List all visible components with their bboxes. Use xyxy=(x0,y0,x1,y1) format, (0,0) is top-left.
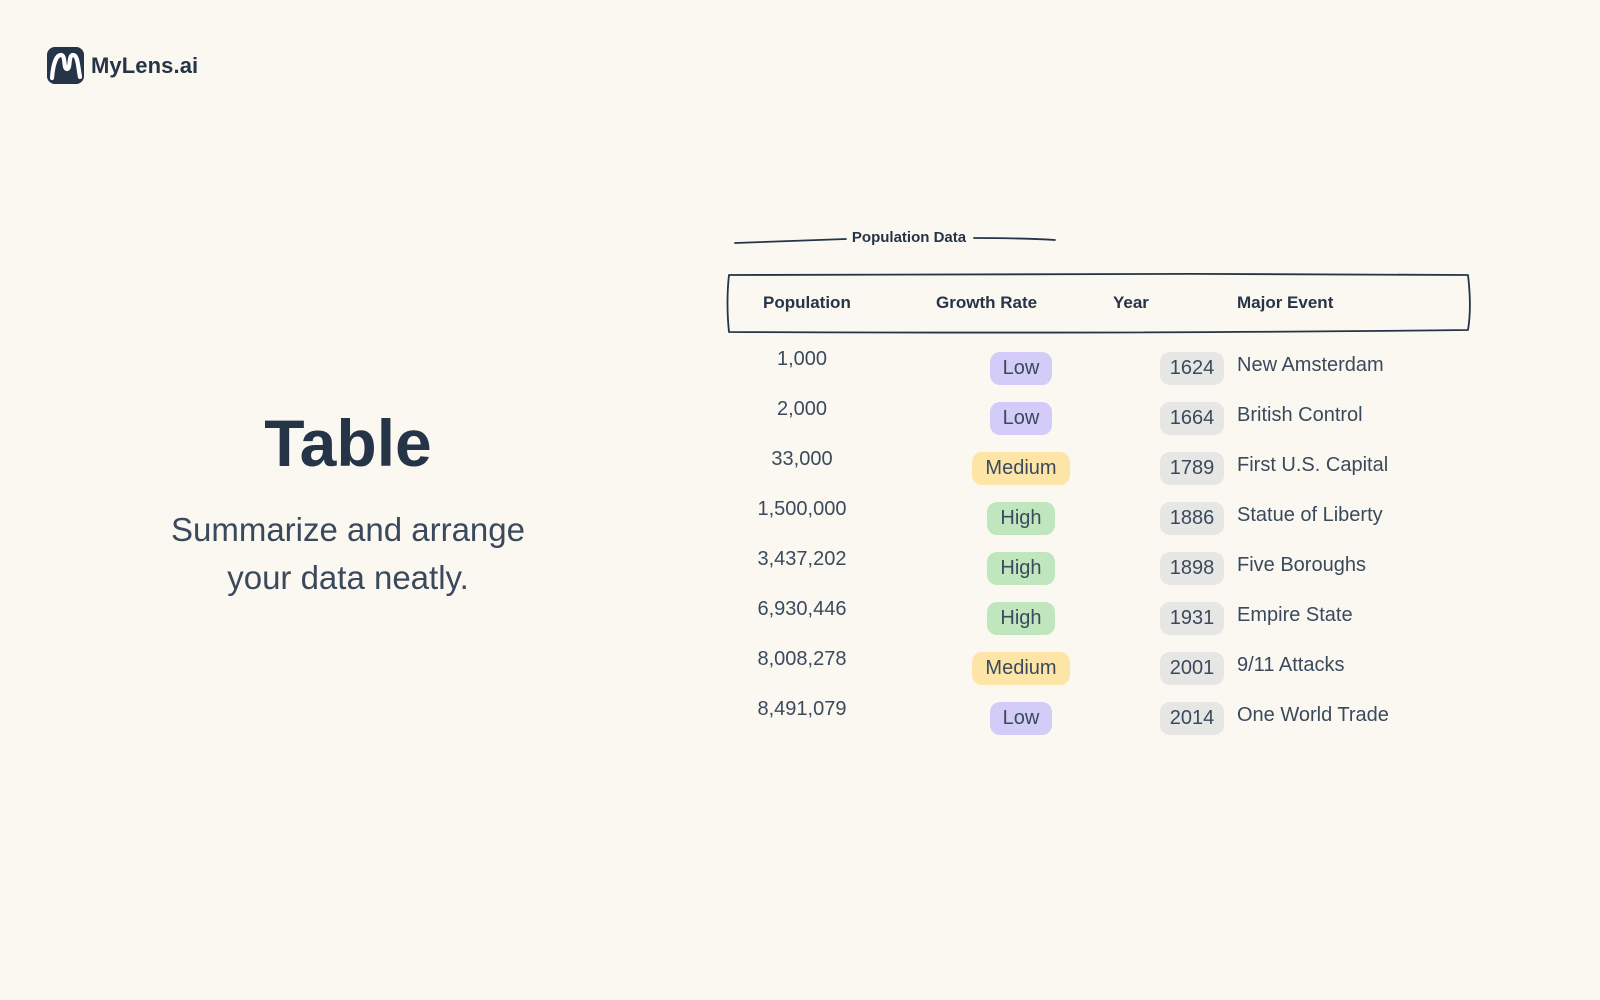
growth-rate-badge: High xyxy=(987,502,1055,535)
population-cell: 2,000 xyxy=(776,398,828,420)
population-cell: 3,437,202 xyxy=(757,548,847,570)
table-header: Population Growth Rate Year Major Event xyxy=(726,272,1472,334)
page-subtitle: Summarize and arrange your data neatly. xyxy=(100,506,596,602)
year-badge: 1624 xyxy=(1159,352,1225,385)
population-cell: 33,000 xyxy=(771,448,833,470)
growth-rate-badge: Low xyxy=(989,702,1053,735)
major-event-cell: 9/11 Attacks xyxy=(1237,654,1345,676)
growth-rate-badge: Medium xyxy=(972,652,1070,685)
table-row: 3,437,202 High 1898 Five Boroughs xyxy=(726,544,1472,594)
table-caption-text: Population Data xyxy=(851,229,967,246)
year-badge: 2014 xyxy=(1159,702,1225,735)
table-row: 1,500,000 High 1886 Statue of Liberty xyxy=(726,494,1472,544)
table-row: 33,000 Medium 1789 First U.S. Capital xyxy=(726,444,1472,494)
population-cell: 1,000 xyxy=(776,348,828,370)
table-row: 8,491,079 Low 2014 One World Trade xyxy=(726,694,1472,744)
major-event-cell: First U.S. Capital xyxy=(1237,454,1389,476)
major-event-cell: One World Trade xyxy=(1237,704,1389,726)
major-event-cell: Statue of Liberty xyxy=(1237,504,1383,526)
population-cell: 6,930,446 xyxy=(757,598,847,620)
caption-underline-decoration xyxy=(734,237,1056,244)
table-caption: Population Data xyxy=(728,225,1058,255)
subtitle-line-2: your data neatly. xyxy=(227,559,469,596)
population-cell: 8,008,278 xyxy=(757,648,847,670)
mylens-logo-icon xyxy=(47,47,84,84)
brand-logo[interactable]: MyLens.ai xyxy=(47,47,198,84)
year-badge: 2001 xyxy=(1159,652,1225,685)
year-badge: 1789 xyxy=(1159,452,1225,485)
table-row: 8,008,278 Medium 2001 9/11 Attacks xyxy=(726,644,1472,694)
header-growth-rate: Growth Rate xyxy=(936,293,1038,312)
major-event-cell: Five Boroughs xyxy=(1237,554,1366,576)
page-title: Table xyxy=(264,406,432,480)
year-badge: 1886 xyxy=(1159,502,1225,535)
table-row: 6,930,446 High 1931 Empire State xyxy=(726,594,1472,644)
growth-rate-badge: Medium xyxy=(972,452,1070,485)
population-cell: 1,500,000 xyxy=(757,498,847,520)
table-header-border xyxy=(726,272,1471,334)
table-row: 2,000 Low 1664 British Control xyxy=(726,394,1472,444)
year-badge: 1931 xyxy=(1159,602,1225,635)
major-event-cell: New Amsterdam xyxy=(1237,354,1384,376)
year-badge: 1898 xyxy=(1159,552,1225,585)
growth-rate-badge: Low xyxy=(989,402,1053,435)
brand-name: MyLens.ai xyxy=(91,52,199,78)
hero-section: Table Summarize and arrange your data ne… xyxy=(100,400,596,602)
table-row: 1,000 Low 1624 New Amsterdam xyxy=(726,344,1472,394)
population-cell: 8,491,079 xyxy=(757,698,847,720)
header-year: Year xyxy=(1113,293,1149,312)
header-major-event: Major Event xyxy=(1237,293,1334,312)
year-badge: 1664 xyxy=(1159,402,1225,435)
growth-rate-badge: Low xyxy=(989,352,1053,385)
major-event-cell: Empire State xyxy=(1237,604,1353,626)
major-event-cell: British Control xyxy=(1237,404,1363,426)
table-body: 1,000 Low 1624 New Amsterdam 2,000 Low 1… xyxy=(726,344,1472,744)
header-population: Population xyxy=(763,293,851,312)
growth-rate-badge: High xyxy=(987,552,1055,585)
subtitle-line-1: Summarize and arrange xyxy=(170,511,525,548)
growth-rate-badge: High xyxy=(987,602,1055,635)
